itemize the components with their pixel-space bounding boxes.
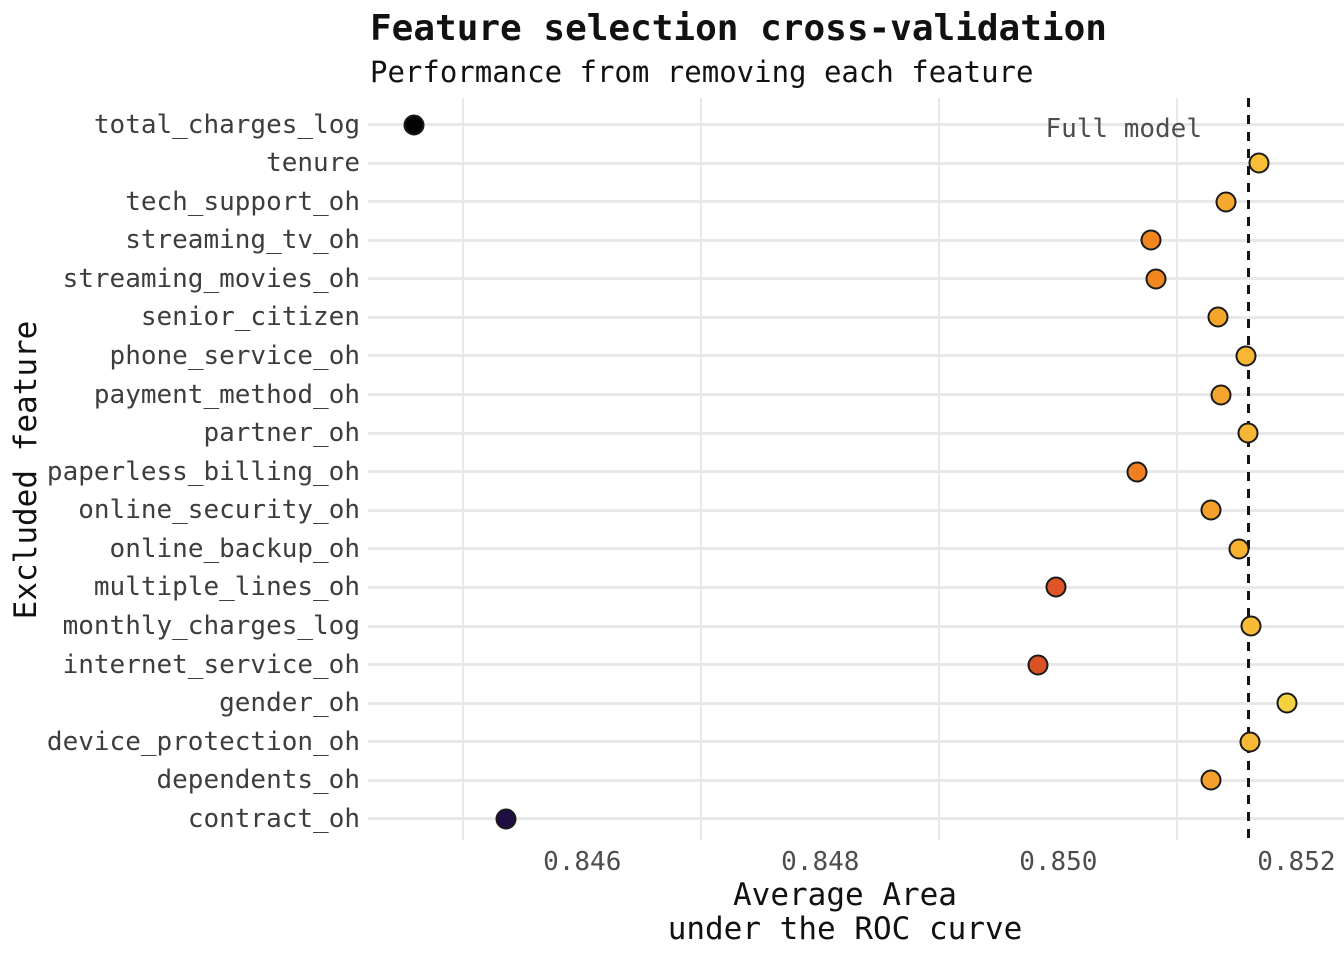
x-axis-title: Average Area under the ROC curve [668, 878, 1023, 946]
plot-panel [368, 98, 1344, 840]
data-point-streaming_tv_oh [1140, 229, 1162, 251]
gridline-horizontal [368, 315, 1344, 319]
x-tick-label: 0.852 [1257, 847, 1336, 877]
x-tick-label: 0.846 [543, 847, 622, 877]
y-tick-label: device_protection_oh [46, 726, 360, 757]
y-tick-label: gender_oh [219, 688, 360, 719]
gridline-horizontal [368, 161, 1344, 165]
chart-title: Feature selection cross-validation [370, 8, 1107, 49]
y-tick-label: partner_oh [203, 418, 360, 449]
gridline-horizontal [368, 624, 1344, 628]
y-tick-label: total_charges_log [93, 109, 360, 140]
data-point-gender_oh [1276, 692, 1298, 714]
x-axis-title-line1: Average Area [733, 877, 957, 913]
gridline-horizontal [368, 354, 1344, 358]
gridline-horizontal [368, 393, 1344, 397]
y-tick-label: streaming_movies_oh [62, 263, 360, 294]
data-point-tenure [1248, 152, 1270, 174]
data-point-device_protection_oh [1239, 731, 1261, 753]
data-point-contract_oh [495, 808, 517, 830]
gridline-horizontal [368, 123, 1344, 126]
gridline-horizontal [368, 508, 1344, 512]
gridline-horizontal [368, 585, 1344, 589]
full-model-annotation: Full model [1045, 114, 1202, 144]
y-tick-label: phone_service_oh [109, 340, 360, 371]
y-tick-label: monthly_charges_log [62, 611, 360, 642]
data-point-senior_citizen [1207, 306, 1229, 328]
x-tick-label: 0.850 [1019, 847, 1098, 877]
gridline-horizontal [368, 663, 1344, 667]
y-tick-label: payment_method_oh [93, 379, 360, 410]
gridline-horizontal [368, 470, 1344, 474]
y-tick-label: dependents_oh [156, 765, 361, 796]
data-point-partner_oh [1237, 422, 1259, 444]
x-axis-title-line2: under the ROC curve [667, 911, 1023, 947]
gridline-horizontal [368, 740, 1344, 744]
data-point-dependents_oh [1200, 769, 1222, 791]
data-point-streaming_movies_oh [1145, 268, 1167, 290]
data-point-monthly_charges_log [1240, 615, 1262, 637]
y-tick-label: online_backup_oh [109, 533, 360, 564]
gridline-vertical [938, 98, 941, 840]
gridline-vertical [1176, 98, 1179, 840]
y-tick-label: tenure [266, 148, 360, 179]
data-point-paperless_billing_oh [1126, 461, 1148, 483]
y-tick-label: multiple_lines_oh [93, 572, 360, 603]
data-point-online_security_oh [1200, 499, 1222, 521]
full-model-reference-line [1247, 98, 1251, 840]
data-point-payment_method_oh [1210, 384, 1232, 406]
gridline-horizontal [368, 778, 1344, 782]
data-point-total_charges_log [403, 114, 425, 135]
gridline-horizontal [368, 200, 1344, 204]
gridline-horizontal [368, 277, 1344, 281]
data-point-tech_support_oh [1215, 191, 1237, 213]
chart-subtitle: Performance from removing each feature [370, 55, 1034, 89]
data-point-phone_service_oh [1235, 345, 1257, 367]
x-tick-label: 0.848 [781, 847, 860, 877]
gridline-horizontal [368, 238, 1344, 242]
gridline-vertical [700, 98, 703, 840]
data-point-internet_service_oh [1027, 654, 1049, 676]
y-tick-label: paperless_billing_oh [46, 456, 360, 487]
gridline-horizontal [368, 817, 1344, 821]
gridline-vertical [462, 98, 465, 840]
gridline-horizontal [368, 547, 1344, 551]
y-tick-label: contract_oh [187, 803, 360, 834]
gridline-horizontal [368, 701, 1344, 705]
gridline-horizontal [368, 431, 1344, 435]
y-tick-label: streaming_tv_oh [125, 225, 360, 256]
data-point-online_backup_oh [1228, 538, 1250, 560]
y-tick-label: senior_citizen [140, 302, 360, 333]
y-tick-label: online_security_oh [78, 495, 360, 526]
y-tick-label: tech_support_oh [125, 186, 360, 217]
data-point-multiple_lines_oh [1045, 576, 1067, 598]
y-tick-label: internet_service_oh [62, 649, 360, 680]
